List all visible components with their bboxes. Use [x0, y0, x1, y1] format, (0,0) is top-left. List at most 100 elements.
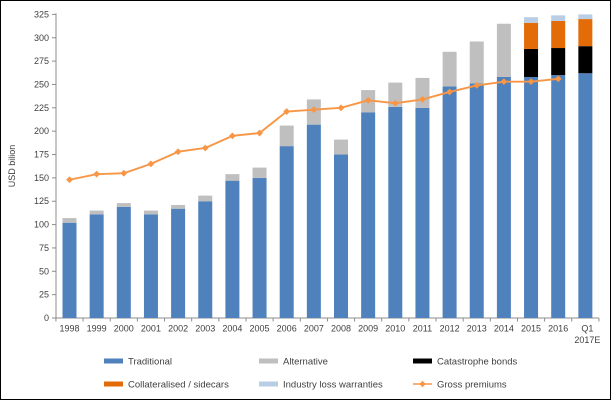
x-tick-label: 2008 — [331, 324, 351, 334]
series-traditional — [62, 73, 593, 319]
y-tick-label: 125 — [34, 196, 49, 206]
bar-segment — [334, 139, 348, 155]
bar-segment — [551, 15, 566, 21]
x-tick-label: 2012 — [440, 324, 460, 334]
x-tick-label: 2014 — [494, 324, 514, 334]
x-tick-label: 2004 — [222, 324, 242, 334]
line-marker-diamond — [120, 169, 128, 177]
x-axis-ticks — [55, 318, 600, 322]
line-marker-diamond — [419, 96, 426, 103]
y-tick-label: 50 — [39, 266, 49, 276]
legend-label: Gross premiums — [437, 380, 507, 391]
x-tick-label: 1998 — [59, 324, 79, 334]
legend-color-swatch — [413, 358, 432, 364]
y-tick-label: 300 — [34, 33, 49, 43]
x-tick-label: 2016 — [548, 324, 568, 334]
line-marker-diamond — [310, 106, 318, 114]
bar-segment — [225, 180, 240, 318]
bar-segment — [442, 51, 457, 87]
x-tick-label: 2007 — [304, 324, 324, 334]
x-tick-label: 2006 — [277, 324, 297, 334]
y-tick-label: 325 — [34, 9, 49, 19]
bar-segment — [415, 107, 430, 318]
legend-label: Alternative — [283, 357, 328, 368]
y-tick-label: 25 — [39, 290, 49, 300]
y-axis-ticks: 0 25 50 75 100 125 150 175 200 225 250 275 300 325 — [34, 9, 56, 323]
bar-segment — [361, 112, 376, 319]
bar-segment — [524, 17, 539, 23]
y-tick-label: 150 — [34, 173, 49, 183]
bar-segment — [551, 48, 566, 76]
bar-segment — [306, 124, 321, 318]
bar-segment — [496, 23, 511, 77]
bar-segment — [171, 204, 186, 209]
bar-segment — [62, 222, 77, 318]
bar-segment — [415, 77, 430, 108]
legend-color-swatch — [104, 358, 123, 364]
x-tick-label: 2002 — [168, 324, 188, 334]
bar-segment — [578, 73, 593, 318]
legend-item-catastrophe-bonds: Catastrophe bonds — [413, 357, 518, 368]
bar-segment — [252, 167, 267, 178]
x-axis-labels: 1998 1999 2000 2001 2002 2003 2004 2005 2006 2007… — [59, 324, 600, 346]
bar-segment — [198, 195, 213, 202]
bar-segment — [551, 75, 566, 319]
bar-segment — [469, 83, 484, 319]
x-tick-label: 2003 — [195, 324, 215, 334]
x-tick-label: 2000 — [114, 324, 134, 334]
legend-label: Catastrophe bonds — [437, 357, 518, 368]
y-tick-label: 0 — [44, 313, 49, 323]
line-marker-diamond — [66, 176, 73, 184]
bar-segment — [578, 14, 593, 20]
legend-item-collateralised-sidecars: Collateralised / sidecars — [104, 380, 229, 391]
x-tick-label: 2010 — [385, 324, 405, 334]
line-marker-diamond — [256, 129, 263, 137]
legend-label: Collateralised / sidecars — [128, 380, 229, 391]
bar-segment — [551, 20, 566, 49]
x-tick-label: 2013 — [467, 324, 487, 334]
bar-segment — [279, 146, 294, 318]
y-tick-label: 75 — [39, 243, 49, 253]
line-marker-diamond — [283, 108, 291, 115]
y-tick-label: 200 — [34, 126, 49, 136]
bar-segment — [62, 218, 77, 223]
series-industry-loss-warranties — [524, 14, 593, 23]
x-tick-label: 2005 — [250, 324, 270, 334]
line-marker-diamond — [554, 75, 562, 83]
bar-segment — [171, 208, 186, 318]
legend-color-swatch — [259, 358, 278, 364]
x-tick-label: 2009 — [358, 324, 378, 334]
y-tick-label: 100 — [34, 220, 49, 230]
bar-segment — [225, 174, 240, 181]
legend-item-gross-premiums: Gross premiums — [413, 380, 507, 391]
legend-item-industry-loss-warranties: Industry loss warranties — [259, 380, 383, 391]
x-tick-label: 2015 — [521, 324, 541, 334]
legend-item-traditional: Traditional — [104, 357, 172, 368]
bar-segment — [89, 214, 104, 318]
bar-segment — [524, 22, 539, 49]
y-tick-label: 225 — [34, 103, 49, 113]
line-marker-diamond — [527, 78, 535, 86]
line-marker-diamond — [391, 99, 399, 107]
line-marker-diamond — [446, 88, 453, 96]
x-tick-label: 1999 — [87, 324, 107, 334]
legend-color-swatch — [104, 381, 123, 387]
series-gross-premiums — [66, 75, 562, 184]
legend-color-swatch — [259, 381, 278, 387]
y-axis-title: USD bilion — [7, 145, 17, 188]
legend-label: Industry loss warranties — [283, 380, 383, 391]
series-collateralised-sidecars — [524, 19, 593, 49]
y-tick-label: 275 — [34, 56, 49, 66]
x-tick-label: 2017E — [574, 335, 600, 345]
bar-segment — [524, 48, 539, 77]
x-tick-label: Q1 — [581, 324, 593, 334]
legend-label: Traditional — [128, 357, 172, 368]
bar-segment — [388, 106, 403, 319]
line-marker-diamond — [174, 148, 182, 156]
bar-segment — [524, 76, 539, 318]
bar-segment — [469, 41, 484, 84]
line-marker-diamond — [473, 81, 481, 89]
bar-segment — [496, 76, 511, 318]
